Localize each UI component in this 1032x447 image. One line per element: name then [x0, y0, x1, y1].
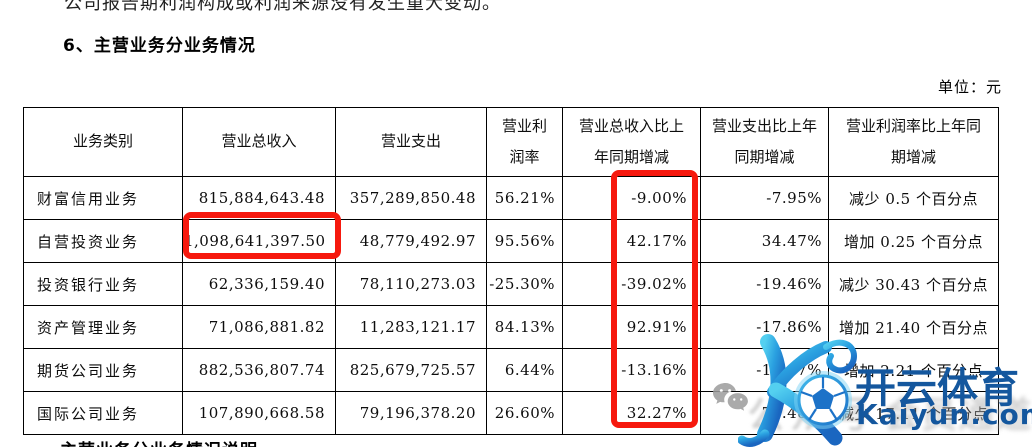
red-highlight-box-cell	[183, 212, 341, 259]
cell-value: 78,110,273.03	[335, 262, 487, 306]
header-margin-yoy: 营业利润率比上年同 期增减	[828, 107, 999, 177]
cell-business-type: 国际公司业务	[23, 391, 183, 435]
cell-value: 增加 0.25 个百分点	[828, 219, 999, 263]
cell-value: 62,336,159.40	[182, 262, 336, 306]
cell-value: 71,086,881.82	[182, 305, 336, 349]
cell-value: -7.95%	[700, 176, 829, 220]
cell-value: 减少 17.11 个百分点	[828, 391, 999, 435]
red-highlight-box-column	[611, 170, 698, 428]
cell-value: -19.46%	[700, 262, 829, 306]
cell-business-type: 财富信用业务	[23, 176, 183, 220]
cell-value: 79,196,378.20	[335, 391, 487, 435]
cell-business-type: 资产管理业务	[23, 305, 183, 349]
paragraph-cut-bottom: 主营业务分业务情况说明	[60, 436, 258, 447]
cell-value: 72.48%	[700, 391, 829, 435]
table-row-asset-management: 资产管理业务 71,086,881.82 11,283,121.17 84.13…	[23, 305, 999, 349]
cell-value: 84.13%	[486, 305, 563, 349]
table-row-investment-banking: 投资银行业务 62,336,159.40 78,110,273.03 -25.3…	[23, 262, 999, 306]
cell-value: -15.17%	[700, 348, 829, 392]
table-row-futures: 期货公司业务 882,536,807.74 825,679,725.57 6.4…	[23, 348, 999, 392]
header-profit-margin: 营业利 润率	[486, 107, 563, 177]
business-segments-table: 业务类别 营业总收入 营业支出 营业利 润率 营业总收入比上 年同期增减 营业支…	[23, 107, 999, 435]
cell-value: 107,890,668.58	[182, 391, 336, 435]
cell-business-type: 自营投资业务	[23, 219, 183, 263]
cell-value: 56.21%	[486, 176, 563, 220]
kaiyun-url-text: Kaiyun.com	[856, 398, 1032, 431]
header-operating-expense: 营业支出	[335, 107, 487, 177]
cell-value: -25.30%	[486, 262, 563, 306]
header-total-revenue: 营业总收入	[182, 107, 336, 177]
table-row-prop-investment: 自营投资业务 1,098,641,397.50 48,779,492.97 95…	[23, 219, 999, 263]
cell-value: 减少 30.43 个百分点	[828, 262, 999, 306]
unit-label: 单位：元	[937, 78, 1002, 96]
cell-value: -13.16%	[562, 348, 701, 392]
kaiyun-brand-text: 开云体育	[855, 364, 1019, 412]
header-business-category: 业务类别	[23, 107, 183, 177]
cell-value: 882,536,807.74	[182, 348, 336, 392]
cell-value: 11,283,121.17	[335, 305, 487, 349]
header-revenue-yoy: 营业总收入比上 年同期增减	[562, 107, 701, 177]
cell-value: 48,779,492.97	[335, 219, 487, 263]
cell-value: 6.44%	[486, 348, 563, 392]
section-heading: 6、主营业务分业务情况	[63, 36, 256, 56]
cell-value: 42.17%	[562, 219, 701, 263]
table-row-wealth-credit: 财富信用业务 815,884,643.48 357,289,850.48 56.…	[23, 176, 999, 220]
cell-value: -9.00%	[562, 176, 701, 220]
cell-value: 357,289,850.48	[335, 176, 487, 220]
header-expense-yoy: 营业支出比上年 同期增减	[700, 107, 829, 177]
cell-value: 34.47%	[700, 219, 829, 263]
cell-value: 825,679,725.57	[335, 348, 487, 392]
cell-business-type: 投资银行业务	[23, 262, 183, 306]
cell-value: 减少 0.5 个百分点	[828, 176, 999, 220]
table-row-international: 国际公司业务 107,890,668.58 79,196,378.20 26.6…	[23, 391, 999, 435]
paragraph-cut-top: 公司报告期利润构成或利润来源没有发生重大变动。	[64, 0, 501, 14]
cell-value: 26.60%	[486, 391, 563, 435]
cell-value: 增加 21.40 个百分点	[828, 305, 999, 349]
table-header-row: 业务类别 营业总收入 营业支出 营业利 润率 营业总收入比上 年同期增减 营业支…	[23, 107, 999, 177]
cell-value: 95.56%	[486, 219, 563, 263]
cell-business-type: 期货公司业务	[23, 348, 183, 392]
cell-value: -17.86%	[700, 305, 829, 349]
